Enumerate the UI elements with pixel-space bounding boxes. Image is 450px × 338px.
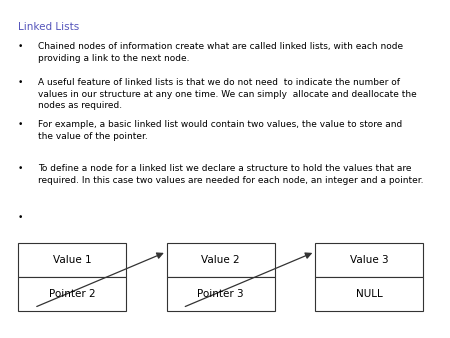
Bar	[18, 243, 126, 277]
Bar	[315, 243, 423, 277]
Text: •: •	[18, 42, 23, 51]
Bar	[166, 277, 274, 311]
Text: To define a node for a linked list we declare a structure to hold the values tha: To define a node for a linked list we de…	[38, 164, 424, 185]
Bar	[166, 243, 274, 277]
Bar	[18, 277, 126, 311]
Text: A useful feature of linked lists is that we do not need  to indicate the number : A useful feature of linked lists is that…	[38, 78, 417, 110]
Bar	[315, 277, 423, 311]
Text: For example, a basic linked list would contain two values, the value to store an: For example, a basic linked list would c…	[38, 120, 402, 141]
Text: NULL: NULL	[356, 289, 382, 299]
Text: Pointer 2: Pointer 2	[49, 289, 95, 299]
Text: •: •	[18, 120, 23, 129]
Text: •: •	[18, 213, 23, 222]
Text: Pointer 3: Pointer 3	[197, 289, 244, 299]
Text: Chained nodes of information create what are called linked lists, with each node: Chained nodes of information create what…	[38, 42, 403, 63]
Text: Linked Lists: Linked Lists	[18, 22, 79, 32]
Text: Value 2: Value 2	[201, 255, 240, 265]
Text: Value 3: Value 3	[350, 255, 388, 265]
Text: •: •	[18, 164, 23, 173]
Text: Value 1: Value 1	[53, 255, 91, 265]
Text: •: •	[18, 78, 23, 87]
